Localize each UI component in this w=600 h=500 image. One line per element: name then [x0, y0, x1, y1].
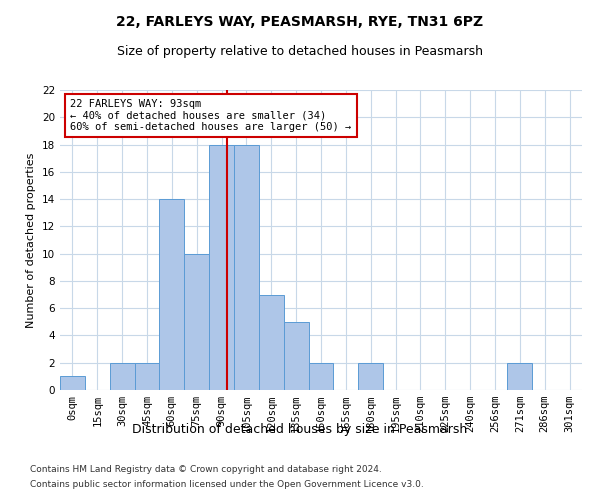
Text: Distribution of detached houses by size in Peasmarsh: Distribution of detached houses by size …: [133, 422, 467, 436]
Bar: [308, 362, 334, 390]
Bar: [508, 362, 532, 390]
Text: 22 FARLEYS WAY: 93sqm
← 40% of detached houses are smaller (34)
60% of semi-deta: 22 FARLEYS WAY: 93sqm ← 40% of detached …: [70, 99, 352, 132]
Bar: [284, 322, 308, 390]
Bar: [259, 294, 284, 390]
Bar: [184, 254, 209, 390]
Text: Size of property relative to detached houses in Peasmarsh: Size of property relative to detached ho…: [117, 45, 483, 58]
Text: Contains HM Land Registry data © Crown copyright and database right 2024.: Contains HM Land Registry data © Crown c…: [30, 465, 382, 474]
Text: Contains public sector information licensed under the Open Government Licence v3: Contains public sector information licen…: [30, 480, 424, 489]
Bar: [110, 362, 134, 390]
Text: 22, FARLEYS WAY, PEASMARSH, RYE, TN31 6PZ: 22, FARLEYS WAY, PEASMARSH, RYE, TN31 6P…: [116, 15, 484, 29]
Bar: [234, 144, 259, 390]
Bar: [60, 376, 85, 390]
Bar: [160, 199, 184, 390]
Bar: [358, 362, 383, 390]
Y-axis label: Number of detached properties: Number of detached properties: [26, 152, 37, 328]
Bar: [134, 362, 160, 390]
Bar: [209, 144, 234, 390]
